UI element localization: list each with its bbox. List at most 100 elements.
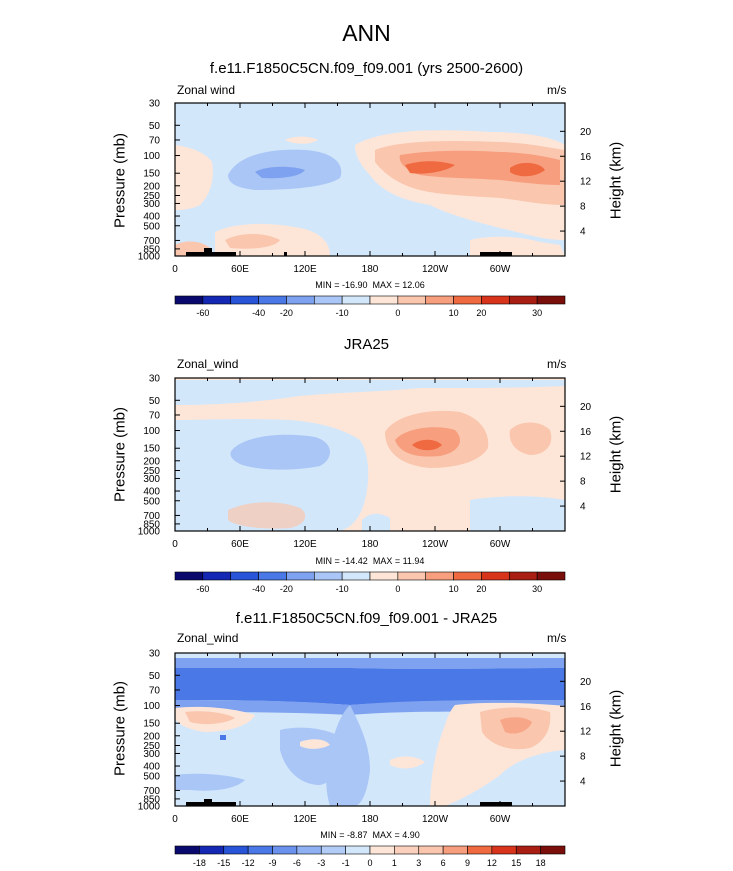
pressure-tick-label: 50 bbox=[149, 121, 161, 132]
axes-layer: 3050701001502002503004005007008501000201… bbox=[138, 99, 592, 826]
colorbar-swatch bbox=[425, 571, 454, 581]
colorbar-swatch bbox=[394, 845, 420, 855]
panel-1-variable: Zonal wind bbox=[177, 83, 236, 97]
pressure-tick-label: 250 bbox=[143, 741, 160, 752]
panel-2-field bbox=[175, 378, 565, 531]
colorbar-swatch bbox=[467, 845, 493, 855]
colorbar-label: -18 bbox=[193, 858, 206, 868]
panel-3-max: MAX = 4.90 bbox=[372, 830, 420, 840]
lon-tick-label: 120E bbox=[293, 539, 317, 550]
colorbar-swatch bbox=[418, 845, 444, 855]
panel-1-min: MIN = -16.90 bbox=[315, 280, 368, 290]
pressure-tick-label: 300 bbox=[143, 474, 160, 485]
lon-tick-label: 180 bbox=[362, 814, 379, 825]
colorbar-swatch bbox=[202, 295, 232, 305]
lon-tick-label: 0 bbox=[172, 264, 178, 275]
pressure-tick-label: 500 bbox=[143, 496, 160, 507]
pressure-tick-label: 700 bbox=[143, 236, 160, 247]
lon-tick-label: 60W bbox=[490, 814, 511, 825]
colorbar-label: -20 bbox=[280, 584, 293, 594]
colorbar-swatch bbox=[258, 571, 287, 581]
colorbar-swatch bbox=[247, 845, 273, 855]
colorbar-label: 10 bbox=[449, 584, 459, 594]
colorbar-swatch bbox=[230, 571, 259, 581]
panel-3-topography bbox=[186, 799, 512, 806]
pressure-tick-label: 70 bbox=[149, 135, 161, 146]
height-tick-label: 16 bbox=[580, 702, 592, 713]
panel-3-min: MIN = -8.87 bbox=[320, 830, 368, 840]
pressure-tick-label: 250 bbox=[143, 191, 160, 202]
panel-3-units: m/s bbox=[547, 631, 567, 645]
pressure-tick-label: 700 bbox=[143, 511, 160, 522]
colorbar-label: 6 bbox=[441, 858, 446, 868]
colorbar-swatch bbox=[369, 845, 395, 855]
pressure-tick-label: 400 bbox=[143, 762, 160, 773]
panel-3-field bbox=[175, 653, 565, 806]
panel-1-units: m/s bbox=[547, 83, 567, 97]
colorbar-swatch bbox=[397, 571, 427, 581]
colorbar-swatch bbox=[481, 571, 510, 581]
colorbar-swatch bbox=[508, 571, 538, 581]
panel-2-variable: Zonal_wind bbox=[177, 357, 239, 371]
colorbar-label: -60 bbox=[196, 584, 209, 594]
pressure-tick-label: 400 bbox=[143, 487, 160, 498]
height-tick-label: 16 bbox=[580, 427, 592, 438]
colorbar-swatch bbox=[313, 571, 343, 581]
colorbar-swatch bbox=[536, 295, 566, 305]
colorbar-label: 0 bbox=[395, 308, 400, 318]
pressure-tick-label: 1000 bbox=[138, 527, 161, 538]
colorbar-swatch bbox=[286, 571, 315, 581]
panel-1-max: MAX = 12.06 bbox=[372, 280, 425, 290]
pressure-tick-label: 100 bbox=[143, 151, 160, 162]
pressure-tick-label: 30 bbox=[149, 649, 161, 660]
pressure-tick-label: 30 bbox=[149, 374, 161, 385]
lon-tick-label: 180 bbox=[362, 264, 379, 275]
colorbar-swatch bbox=[491, 845, 517, 855]
colorbar-swatch bbox=[258, 295, 287, 305]
lon-tick-label: 0 bbox=[172, 814, 178, 825]
colorbar-swatch bbox=[481, 295, 510, 305]
colorbar-swatch bbox=[341, 571, 371, 581]
panel-3-title: f.e11.F1850C5CN.f09_f09.001 - JRA25 bbox=[235, 610, 498, 627]
colorbar-swatch bbox=[313, 295, 343, 305]
pressure-tick-label: 1000 bbox=[138, 802, 161, 813]
colorbar-label: 0 bbox=[395, 584, 400, 594]
panel-3-colorbar: -18 -15 -12 -9 -6 -3 -1 0 1 3 6 9 12 15 18 bbox=[174, 845, 566, 868]
colorbar-label: 10 bbox=[449, 308, 459, 318]
colorbar-swatch bbox=[515, 845, 541, 855]
panel-2-units: m/s bbox=[547, 357, 567, 371]
panel-1-colorbar: -60 -40 -20 -10 0 10 20 30 bbox=[174, 295, 566, 318]
pressure-tick-label: 500 bbox=[143, 221, 160, 232]
colorbar-label: -6 bbox=[293, 858, 301, 868]
panel-2-minmax: MIN = -14.42 MAX = 11.94 bbox=[175, 556, 565, 566]
lon-tick-label: 120E bbox=[293, 814, 317, 825]
panel-1-minmax: MIN = -16.90 MAX = 12.06 bbox=[175, 280, 565, 290]
colorbar-label: -3 bbox=[317, 858, 325, 868]
pressure-tick-label: 50 bbox=[149, 396, 161, 407]
lon-tick-label: 60W bbox=[490, 539, 511, 550]
colorbar-swatch bbox=[174, 845, 200, 855]
colorbar-label: 20 bbox=[476, 308, 486, 318]
pressure-tick-label: 200 bbox=[143, 731, 160, 742]
pressure-tick-label: 50 bbox=[149, 671, 161, 682]
height-tick-label: 8 bbox=[580, 752, 586, 763]
colorbar-label: -60 bbox=[196, 308, 209, 318]
colorbar-label: -20 bbox=[280, 308, 293, 318]
height-tick-label: 4 bbox=[580, 777, 586, 788]
pressure-tick-label: 300 bbox=[143, 199, 160, 210]
panel-2-colorbar: -60 -40 -20 -10 0 10 20 30 bbox=[174, 571, 566, 594]
colorbar-swatch bbox=[341, 295, 371, 305]
pressure-tick-label: 150 bbox=[143, 444, 160, 455]
pressure-tick-label: 150 bbox=[143, 169, 160, 180]
panel-1-topography bbox=[186, 248, 512, 256]
colorbar-layer: -60 -40 -20 -10 0 10 20 30-60 -40 -20 -10 0 10 20 30-1… bbox=[174, 295, 566, 868]
height-tick-label: 8 bbox=[580, 477, 586, 488]
pressure-tick-label: 400 bbox=[143, 212, 160, 223]
height-tick-label: 12 bbox=[580, 727, 592, 738]
colorbar-swatch bbox=[397, 295, 427, 305]
pressure-tick-label: 200 bbox=[143, 456, 160, 467]
pressure-tick-label: 850 bbox=[143, 244, 160, 255]
colorbar-label: -12 bbox=[242, 858, 255, 868]
pressure-tick-label: 250 bbox=[143, 466, 160, 477]
